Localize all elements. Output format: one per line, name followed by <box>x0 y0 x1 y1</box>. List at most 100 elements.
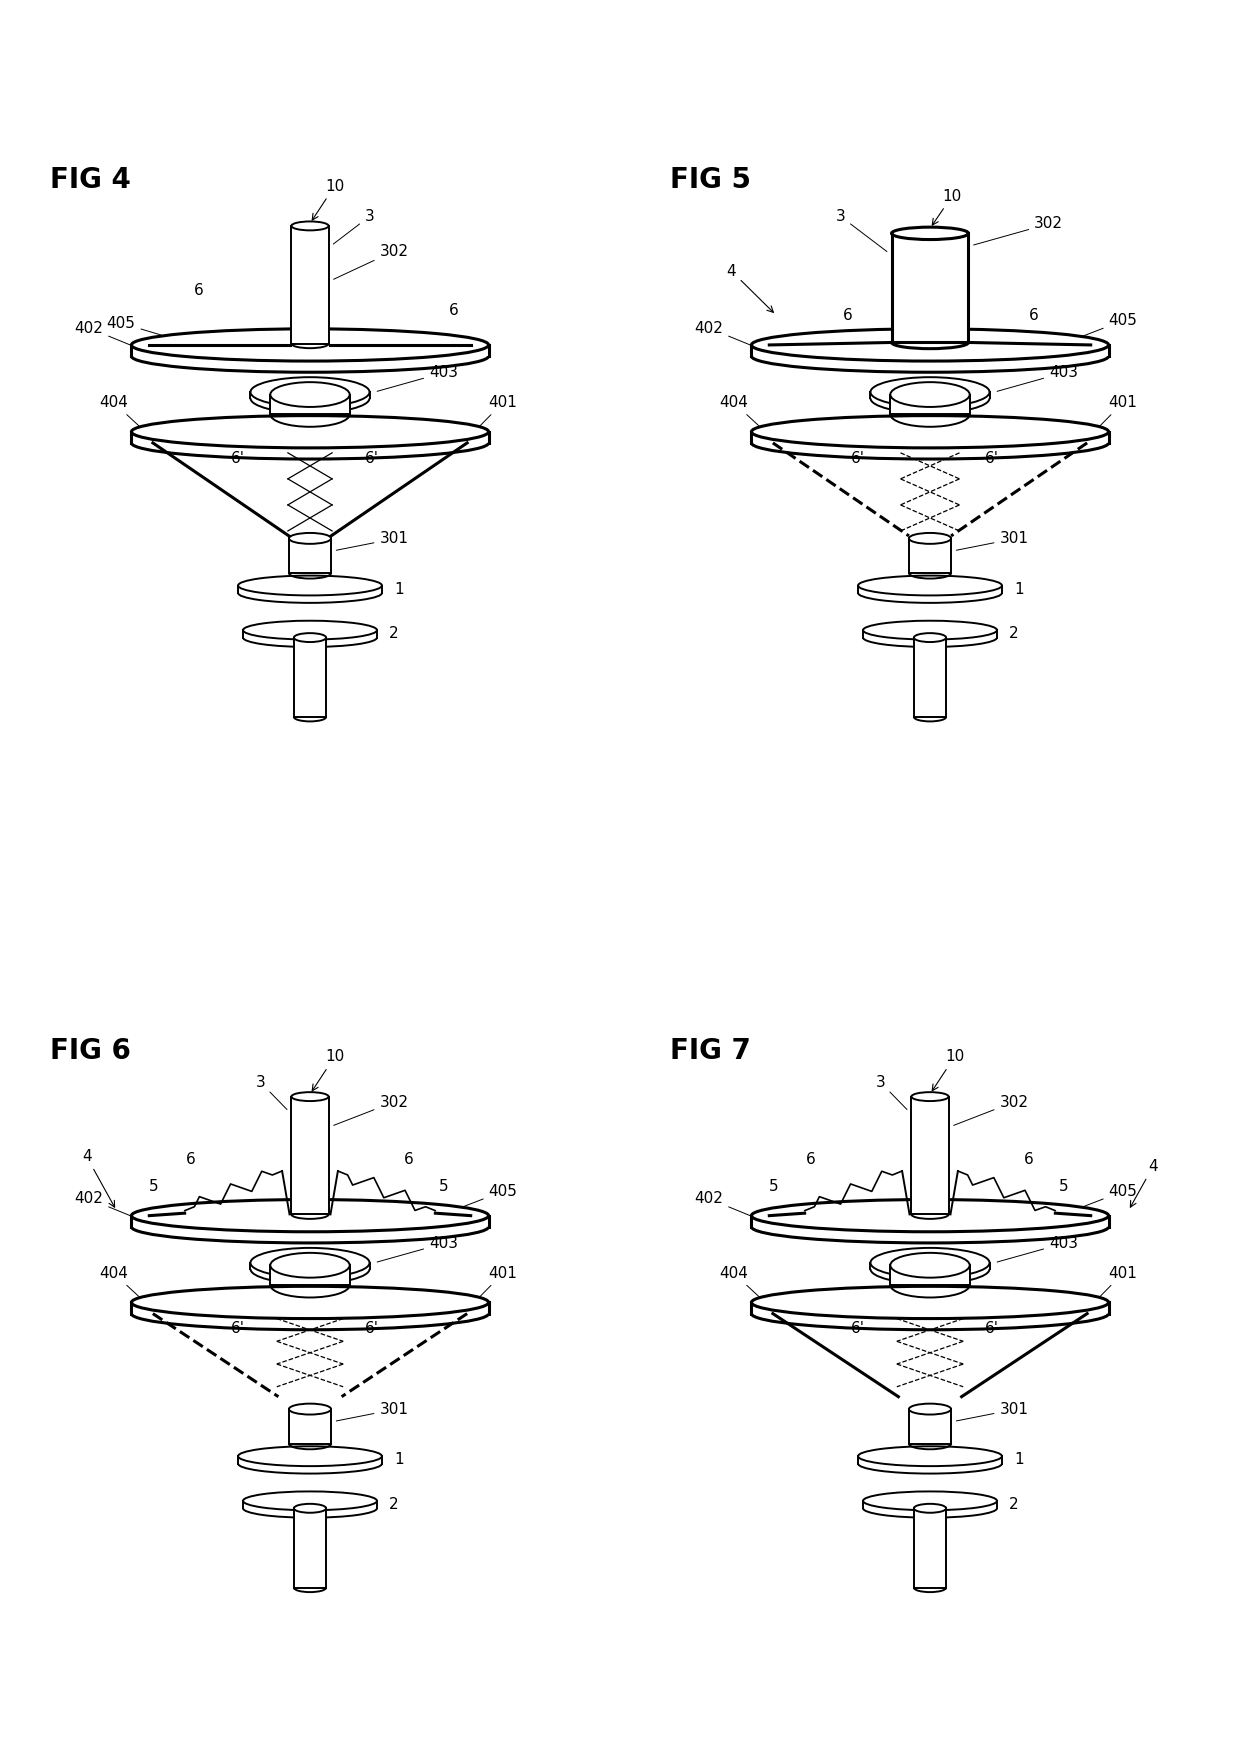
Polygon shape <box>909 538 951 573</box>
Text: 405: 405 <box>1069 313 1137 341</box>
Text: 2: 2 <box>1009 626 1019 642</box>
Ellipse shape <box>294 633 326 642</box>
Ellipse shape <box>751 1286 1109 1319</box>
Text: 302: 302 <box>334 1094 408 1126</box>
Ellipse shape <box>289 533 331 544</box>
Ellipse shape <box>863 621 997 640</box>
Text: 6': 6' <box>365 1321 378 1337</box>
Text: 402: 402 <box>74 1191 141 1221</box>
Text: 302: 302 <box>954 1094 1028 1126</box>
Polygon shape <box>909 1409 951 1444</box>
Text: 6: 6 <box>186 1152 196 1166</box>
Text: 6': 6' <box>365 450 378 466</box>
Polygon shape <box>291 225 329 343</box>
Ellipse shape <box>291 1092 329 1101</box>
Text: FIG 7: FIG 7 <box>670 1038 750 1066</box>
Text: 404: 404 <box>99 396 149 436</box>
Polygon shape <box>892 234 968 343</box>
Text: 402: 402 <box>694 320 761 350</box>
Text: 6': 6' <box>851 450 864 466</box>
Text: 10: 10 <box>932 1050 965 1091</box>
Ellipse shape <box>892 227 968 239</box>
Text: 10: 10 <box>312 179 345 220</box>
Polygon shape <box>270 394 350 415</box>
Polygon shape <box>914 1507 946 1588</box>
Ellipse shape <box>250 1247 370 1277</box>
Text: 3: 3 <box>875 1075 906 1110</box>
Ellipse shape <box>131 1286 489 1319</box>
Ellipse shape <box>858 575 1002 596</box>
Text: 4: 4 <box>727 264 774 313</box>
Text: 6: 6 <box>843 308 853 324</box>
Ellipse shape <box>909 533 951 544</box>
Text: 2: 2 <box>1009 1497 1019 1513</box>
Text: 4: 4 <box>82 1149 114 1207</box>
Ellipse shape <box>243 1492 377 1511</box>
Polygon shape <box>890 1265 970 1286</box>
Text: 301: 301 <box>956 1402 1028 1421</box>
Text: 6': 6' <box>231 1321 244 1337</box>
Text: 301: 301 <box>956 531 1028 551</box>
Text: 403: 403 <box>377 1237 458 1261</box>
Text: 404: 404 <box>99 1266 149 1307</box>
Text: 5: 5 <box>149 1179 159 1194</box>
Ellipse shape <box>243 621 377 640</box>
Text: 2: 2 <box>389 1497 399 1513</box>
Text: 401: 401 <box>1091 1266 1137 1305</box>
Ellipse shape <box>270 1252 350 1277</box>
Ellipse shape <box>131 415 489 449</box>
Ellipse shape <box>914 1504 946 1513</box>
Text: 6': 6' <box>851 1321 864 1337</box>
Text: 302: 302 <box>334 245 408 280</box>
Text: 405: 405 <box>449 1184 517 1212</box>
Ellipse shape <box>238 1446 382 1467</box>
Text: 403: 403 <box>377 366 458 390</box>
Polygon shape <box>890 394 970 415</box>
Text: 302: 302 <box>973 216 1063 245</box>
Text: 1: 1 <box>1014 582 1024 596</box>
Polygon shape <box>291 1096 329 1214</box>
Ellipse shape <box>289 1404 331 1414</box>
Text: 403: 403 <box>997 366 1078 390</box>
Polygon shape <box>294 637 326 718</box>
Ellipse shape <box>870 1247 990 1277</box>
Text: 3: 3 <box>255 1075 286 1110</box>
Text: 10: 10 <box>312 1050 345 1091</box>
Text: 6': 6' <box>985 450 998 466</box>
Polygon shape <box>289 1409 331 1444</box>
Text: 2: 2 <box>389 626 399 642</box>
Text: 401: 401 <box>1091 396 1137 434</box>
Polygon shape <box>911 1096 949 1214</box>
Ellipse shape <box>890 382 970 406</box>
Text: 5: 5 <box>1059 1179 1069 1194</box>
Text: 404: 404 <box>719 1266 769 1307</box>
Text: 1: 1 <box>394 1453 404 1467</box>
Text: 401: 401 <box>471 396 517 434</box>
Text: 1: 1 <box>394 582 404 596</box>
Text: 301: 301 <box>336 1402 408 1421</box>
Ellipse shape <box>890 1252 970 1277</box>
Text: 4: 4 <box>1131 1159 1158 1207</box>
Text: 6: 6 <box>404 1152 414 1166</box>
Ellipse shape <box>751 329 1109 361</box>
Text: 6: 6 <box>449 303 459 318</box>
Polygon shape <box>914 637 946 718</box>
Ellipse shape <box>131 329 489 361</box>
Text: 403: 403 <box>997 1237 1078 1261</box>
Text: 5: 5 <box>769 1179 779 1194</box>
Ellipse shape <box>238 575 382 596</box>
Text: 301: 301 <box>336 531 408 551</box>
Text: 6: 6 <box>806 1152 816 1166</box>
Text: 404: 404 <box>719 396 769 436</box>
Text: 3: 3 <box>836 209 887 252</box>
Ellipse shape <box>250 376 370 406</box>
Ellipse shape <box>751 1200 1109 1231</box>
Text: 401: 401 <box>471 1266 517 1305</box>
Text: 402: 402 <box>74 320 141 350</box>
Text: 10: 10 <box>932 188 962 225</box>
Text: 6': 6' <box>985 1321 998 1337</box>
Ellipse shape <box>751 415 1109 449</box>
Text: 6': 6' <box>231 450 244 466</box>
Ellipse shape <box>131 1200 489 1231</box>
Text: 6: 6 <box>193 283 203 299</box>
